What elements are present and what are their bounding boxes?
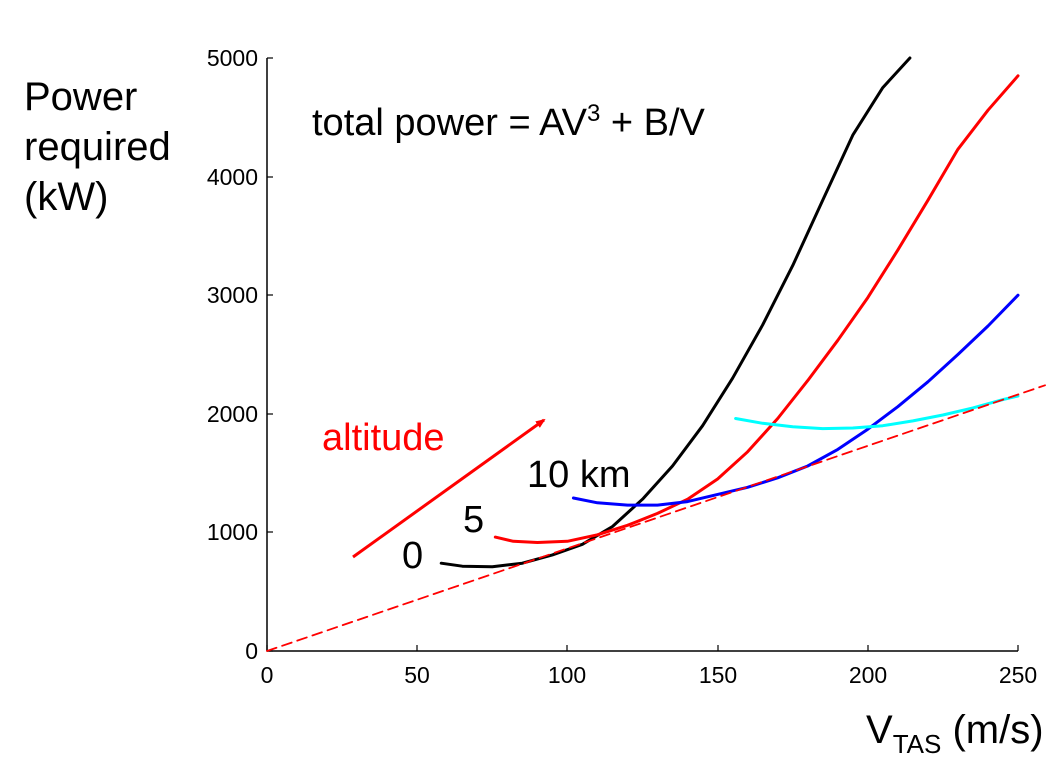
series-line-2: [571, 293, 1020, 507]
altitude-arrow: [352, 418, 546, 559]
series-line-0: [439, 56, 912, 569]
altitude-label: altitude: [322, 417, 445, 459]
y-axis-label: Power required (kW): [24, 72, 171, 222]
y-tick-label: 2000: [207, 401, 258, 427]
x-ticks: 0 50 100 150 200 250: [261, 645, 1037, 688]
formula-prefix: total power = AV: [312, 102, 587, 144]
y-axis-label-line: required: [24, 125, 171, 169]
formula-exponent: 3: [586, 100, 601, 127]
series-line-1: [493, 74, 1020, 544]
x-axis-label-unit: (m/s): [941, 708, 1044, 752]
y-axis-label-line: (kW): [24, 175, 109, 219]
altitude-label-5: 5: [463, 499, 484, 541]
x-axis-label-main: V: [866, 708, 893, 752]
formula-suffix: + B/V: [600, 102, 705, 144]
x-tick-label: 0: [261, 662, 274, 688]
y-tick-label: 3000: [207, 282, 258, 308]
x-tick-label: 150: [699, 662, 737, 688]
x-tick-label: 250: [999, 662, 1037, 688]
x-axis-label-sub: TAS: [892, 729, 942, 759]
x-tick-label: 200: [849, 662, 887, 688]
y-tick-label: 0: [245, 638, 258, 664]
y-ticks: 0 1000 2000 3000 4000 5000: [207, 45, 273, 664]
y-axis-label-line: Power: [24, 75, 138, 119]
y-tick-label: 5000: [207, 45, 258, 71]
series-line-3: [734, 394, 1020, 431]
y-tick-label: 1000: [207, 519, 258, 545]
series-layer: [266, 56, 1046, 652]
altitude-label-10km: 10 km: [527, 454, 630, 496]
x-tick-label: 100: [548, 662, 586, 688]
x-tick-label: 50: [404, 662, 430, 688]
formula-annotation: total power = AV3 + B/V: [312, 100, 705, 145]
x-axis-label: VTAS (m/s): [866, 708, 1044, 760]
series-line-4: [266, 384, 1046, 652]
y-tick-label: 4000: [207, 164, 258, 190]
altitude-label-0: 0: [402, 535, 423, 577]
